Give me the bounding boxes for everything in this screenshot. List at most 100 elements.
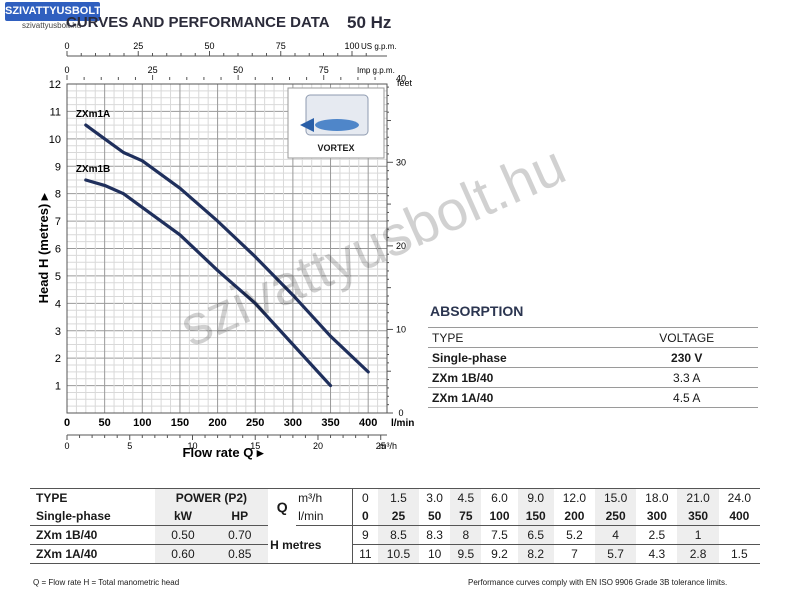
perf-model-name: ZXm 1B/40 bbox=[30, 525, 155, 545]
perf-cell: 6.5 bbox=[517, 525, 554, 545]
x-tick-label-lmin: 150 bbox=[171, 417, 189, 429]
y-axis-label: Head H (metres) ▸ bbox=[36, 192, 51, 303]
absorption-row: ZXm 1B/40 3.3 A bbox=[428, 367, 758, 388]
perf-cell: 250 bbox=[595, 507, 637, 526]
x-tick-label-m3h: 15 bbox=[250, 441, 260, 451]
performance-table: TYPE POWER (P2) Q m³/h 0 1.5 3.0 4.5 6.0 9.… bbox=[30, 488, 760, 564]
x-unit-lmin: l/min bbox=[391, 418, 414, 429]
x-tick-label-lmin: 300 bbox=[284, 417, 302, 429]
perf-cell: 9.5 bbox=[450, 544, 482, 564]
x-tick-label-lmin: 250 bbox=[246, 417, 264, 429]
x-tick-label-m3h: 20 bbox=[313, 441, 323, 451]
imp-unit: Imp g.p.m. bbox=[357, 66, 395, 75]
perf-hp-header: HP bbox=[211, 507, 269, 526]
perf-kw: 0.50 bbox=[154, 525, 212, 545]
usgpm-tick-label: 25 bbox=[133, 41, 143, 51]
x-axis-label: Flow rate Q ▸ bbox=[183, 445, 265, 460]
usgpm-tick-label: 50 bbox=[204, 41, 214, 51]
chart-curves: ZXm1A ZXm1B bbox=[76, 109, 370, 388]
y-tick-label: 4 bbox=[55, 298, 61, 310]
perf-cell: 4 bbox=[595, 525, 637, 545]
chart-axes: Head H (metres) ▸ Flow rate Q ▸ bbox=[36, 51, 393, 460]
perf-m3h-unit: m³/h bbox=[296, 488, 353, 507]
perf-cell: 100 bbox=[481, 507, 518, 526]
curve-label: ZXm1B bbox=[76, 164, 110, 175]
perf-hp: 0.85 bbox=[211, 544, 269, 564]
x-tick-label-lmin: 50 bbox=[99, 417, 111, 429]
absorption-cell: TYPE bbox=[428, 327, 616, 348]
absorption-title: ABSORPTION bbox=[430, 303, 524, 319]
vortex-inset: VORTEX bbox=[287, 87, 385, 159]
absorption-row: ZXm 1A/40 4.5 A bbox=[428, 387, 758, 408]
usgpm-tick-label: 75 bbox=[276, 41, 286, 51]
absorption-cell: VOLTAGE bbox=[615, 327, 758, 348]
perf-cell: 0 bbox=[352, 488, 378, 507]
curve-zxm1b bbox=[84, 178, 333, 388]
perf-cell bbox=[718, 525, 760, 545]
y-tick-label: 7 bbox=[55, 216, 61, 228]
x-tick-label-m3h: 25 bbox=[376, 441, 386, 451]
imp-tick-label: 75 bbox=[319, 65, 329, 75]
x-tick-label-m3h: 5 bbox=[127, 441, 132, 451]
perf-cell: 7.5 bbox=[481, 525, 518, 545]
perf-power-header: POWER (P2) bbox=[154, 488, 269, 507]
y-tick-label: 6 bbox=[55, 244, 61, 256]
perf-row-model: ZXm 1A/40 0.60 0.85 11 10.5 10 9.5 9.2 8.2 … bbox=[30, 544, 760, 564]
x-tick-label-lmin: 100 bbox=[133, 417, 151, 429]
curve-label: ZXm1A bbox=[76, 109, 110, 120]
x-unit-m3h: m³/h bbox=[379, 441, 397, 451]
perf-h-label: H metres bbox=[268, 525, 353, 564]
perf-cell: 9.0 bbox=[517, 488, 554, 507]
perf-cell: 10.5 bbox=[377, 544, 420, 564]
absorption-row: Single-phase 230 V bbox=[428, 347, 758, 368]
absorption-cell: ZXm 1A/40 bbox=[428, 387, 616, 408]
y-tick-label: 8 bbox=[55, 189, 61, 201]
perf-cell: 5.2 bbox=[553, 525, 596, 545]
perf-cell: 4.3 bbox=[636, 544, 678, 564]
perf-cell: 10 bbox=[419, 544, 451, 564]
x-tick-label-lmin: 350 bbox=[321, 417, 339, 429]
usgpm-tick-label: 0 bbox=[64, 41, 69, 51]
perf-type-header: TYPE bbox=[30, 488, 155, 507]
perf-cell: 1.5 bbox=[377, 488, 420, 507]
perf-cell: 3.0 bbox=[419, 488, 451, 507]
perf-kw-header: kW bbox=[154, 507, 212, 526]
perf-lmin-unit: l/min bbox=[296, 507, 353, 526]
perf-cell: 25 bbox=[377, 507, 420, 526]
perf-cell: 9 bbox=[352, 525, 378, 545]
absorption-row: TYPE VOLTAGE bbox=[428, 327, 758, 348]
absorption-cell: ZXm 1B/40 bbox=[428, 367, 616, 388]
usgpm-tick-label: 100 bbox=[344, 41, 359, 51]
y-tick-label: 5 bbox=[55, 271, 61, 283]
plot-frame bbox=[66, 83, 388, 414]
perf-hp: 0.70 bbox=[211, 525, 269, 545]
site-logo: SZIVATTYUSBOLT.HU bbox=[5, 2, 119, 21]
absorption-table: TYPE VOLTAGE Single-phase 230 V ZXm 1B/40 3… bbox=[428, 327, 758, 408]
y-tick-label: 10 bbox=[49, 134, 61, 146]
y-tick-label: 9 bbox=[55, 161, 61, 173]
perf-cell: 18.0 bbox=[636, 488, 678, 507]
perf-cell: 350 bbox=[677, 507, 719, 526]
perf-cell: 8.5 bbox=[377, 525, 420, 545]
perf-cell: 75 bbox=[450, 507, 482, 526]
perf-cell: 6.0 bbox=[481, 488, 518, 507]
vortex-swirl-icon bbox=[315, 119, 359, 131]
perf-q-symbol: Q bbox=[268, 488, 297, 526]
absorption-cell: 4.5 A bbox=[615, 387, 758, 408]
perf-cell: 9.2 bbox=[481, 544, 518, 564]
perf-cell: 15.0 bbox=[595, 488, 637, 507]
absorption-cell: 3.3 A bbox=[615, 367, 758, 388]
perf-cell: 5.7 bbox=[595, 544, 637, 564]
y-tick-label: 11 bbox=[50, 106, 61, 118]
perf-cell: 2.5 bbox=[636, 525, 678, 545]
x-tick-label-m3h: 0 bbox=[64, 441, 69, 451]
feet-tick-label: 10 bbox=[396, 324, 406, 334]
perf-cell: 200 bbox=[553, 507, 596, 526]
perf-cell: 11 bbox=[352, 544, 378, 564]
feet-unit: feet bbox=[397, 78, 413, 88]
perf-model-name: ZXm 1A/40 bbox=[30, 544, 155, 564]
perf-cell: 12.0 bbox=[553, 488, 596, 507]
feet-tick-label: 30 bbox=[396, 157, 406, 167]
absorption-cell: Single-phase bbox=[428, 347, 616, 368]
